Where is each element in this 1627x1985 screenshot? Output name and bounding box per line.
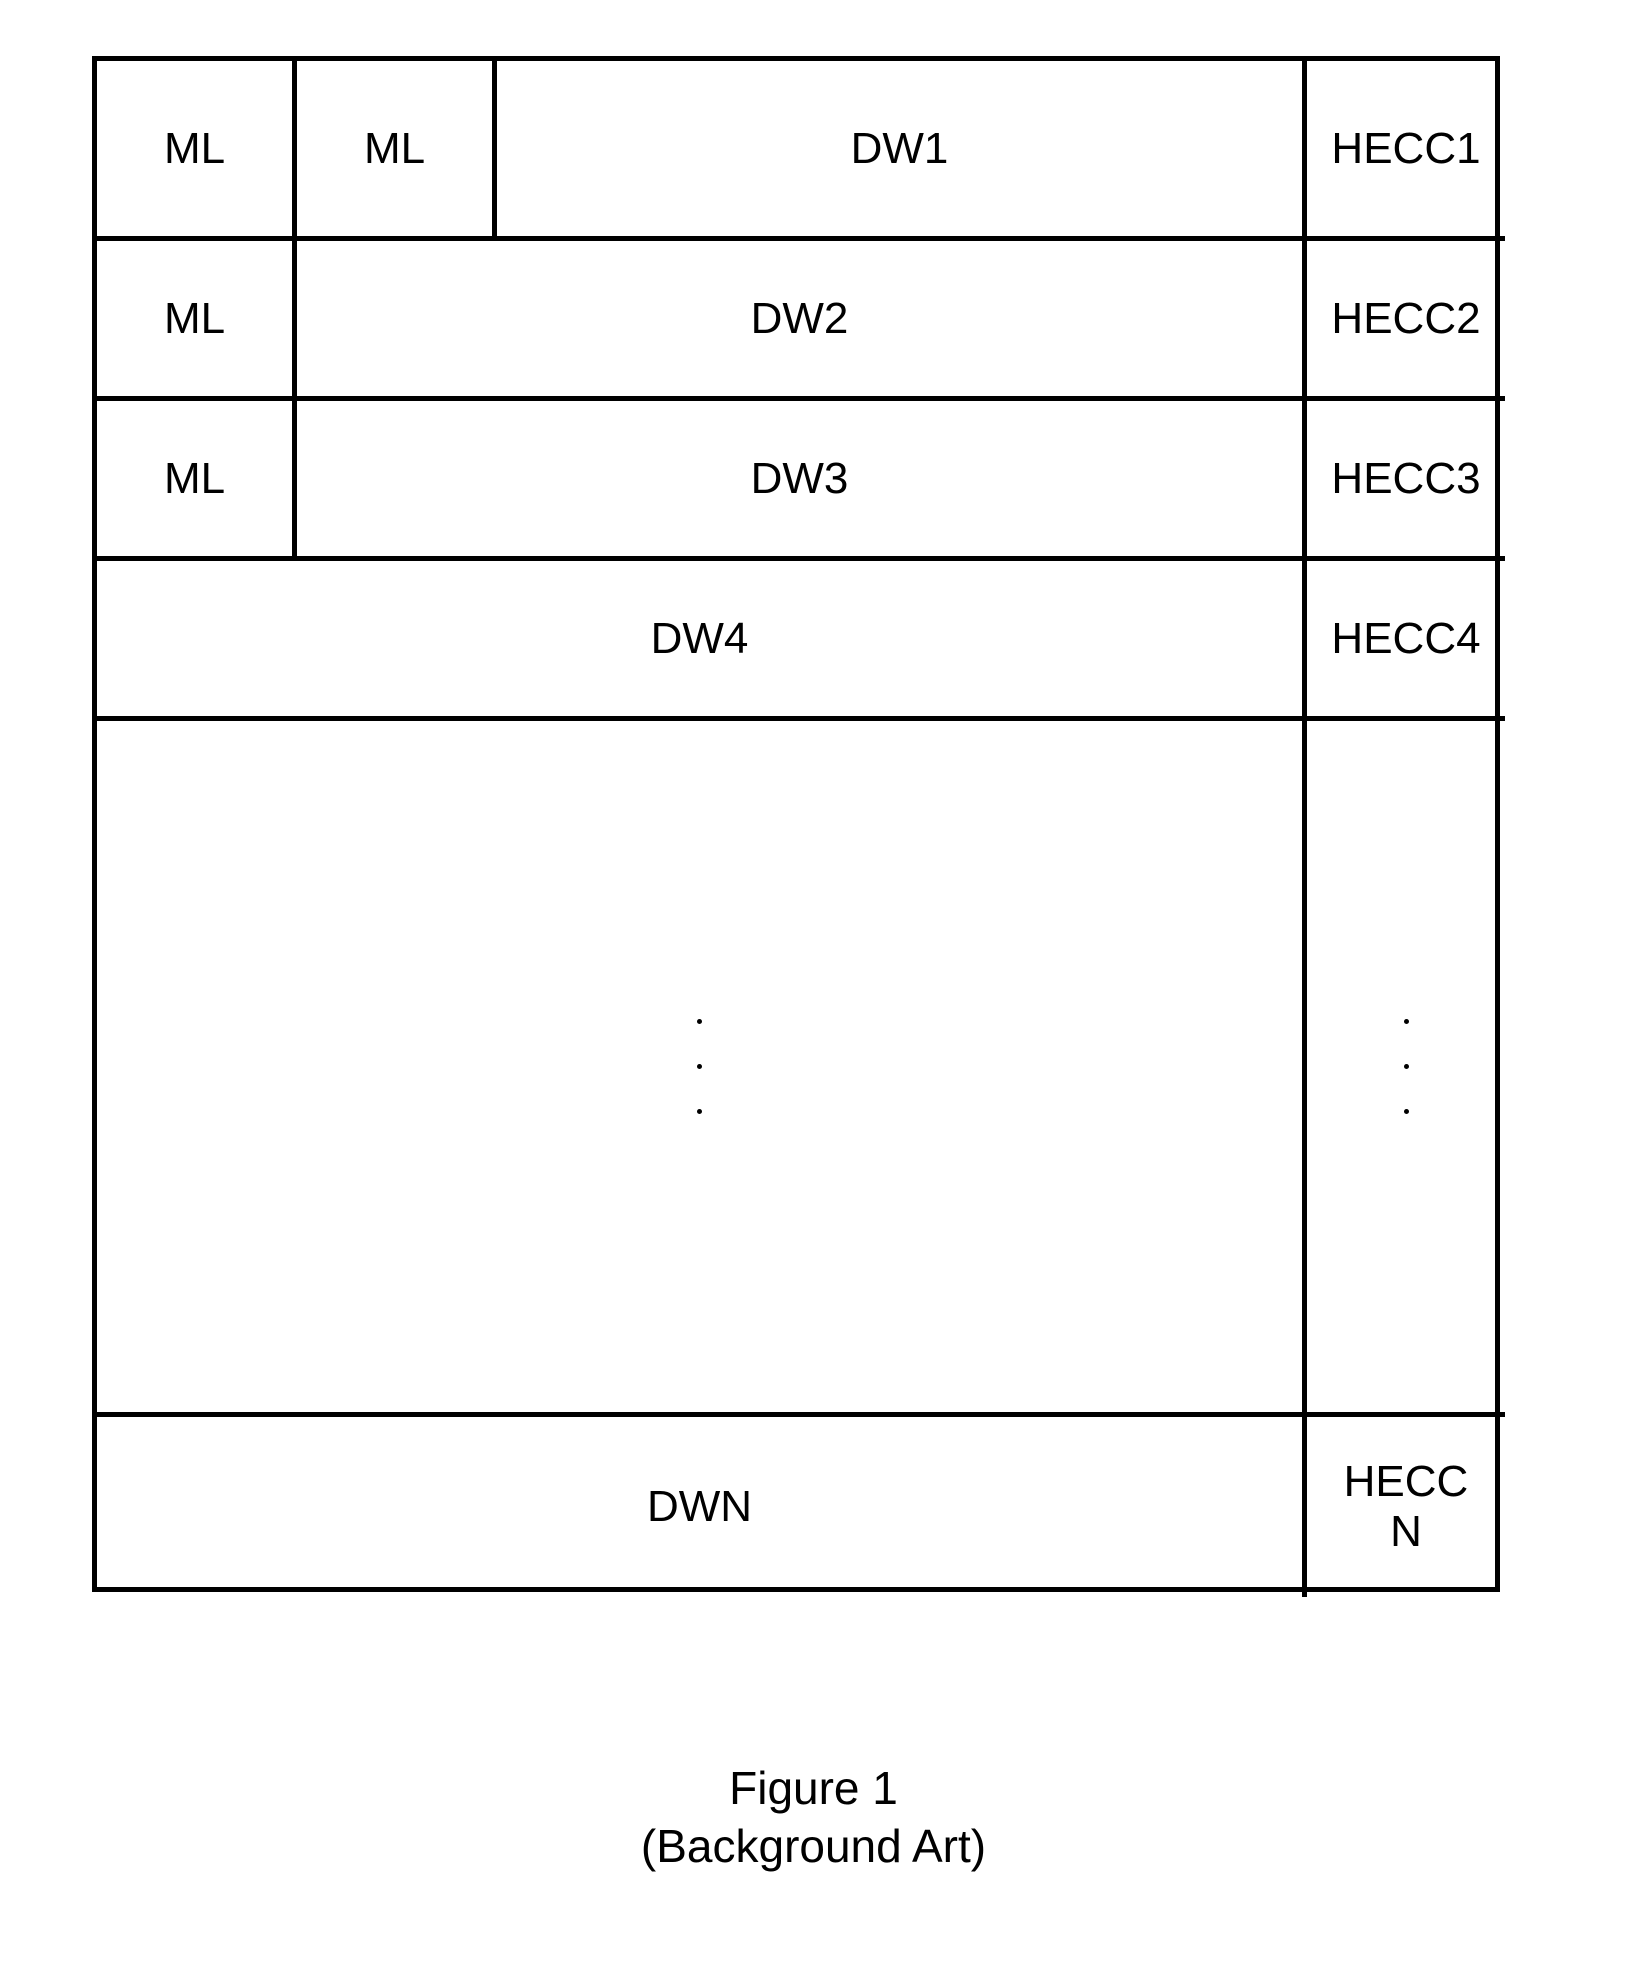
table-cell: DW4 — [97, 561, 1307, 721]
figure-caption: Figure 1(Background Art) — [0, 1760, 1627, 1875]
cell-text: DW3 — [751, 454, 849, 504]
cell-text: ML — [164, 124, 225, 174]
table-cell: HECC3 — [1307, 401, 1505, 561]
table-cell: DWN — [97, 1417, 1307, 1597]
cell-text: ML — [164, 454, 225, 504]
vertical-ellipsis-icon — [697, 1019, 702, 1114]
cell-text: ML — [164, 294, 225, 344]
table-cell: HECC4 — [1307, 561, 1505, 721]
cell-text: HECC1 — [1331, 124, 1480, 174]
table-cell: DW2 — [297, 241, 1307, 401]
cell-text: DW1 — [851, 124, 949, 174]
cell-text: DWN — [647, 1482, 752, 1532]
table-cell: ML — [297, 61, 497, 241]
cell-text: DW4 — [651, 614, 749, 664]
memory-layout-table: ML ML DW1 HECC1 ML DW2 HECC2 ML DW3 HECC3 DW4 HECC4… — [92, 56, 1500, 1592]
table-cell: ML — [97, 401, 297, 561]
cell-text: ML — [364, 124, 425, 174]
table-cell: HECC N — [1307, 1417, 1505, 1597]
cell-text: DW2 — [751, 294, 849, 344]
caption-line-1: Figure 1 — [0, 1760, 1627, 1818]
table-cell: HECC2 — [1307, 241, 1505, 401]
cell-text: HECC N — [1344, 1457, 1469, 1557]
cell-text: HECC4 — [1331, 614, 1480, 664]
table-cell: ML — [97, 241, 297, 401]
table-cell: ML — [97, 61, 297, 241]
table-cell — [1307, 721, 1505, 1417]
caption-line-2: (Background Art) — [0, 1818, 1627, 1876]
table-cell: DW3 — [297, 401, 1307, 561]
vertical-ellipsis-icon — [1404, 1019, 1409, 1114]
cell-text: HECC3 — [1331, 454, 1480, 504]
cell-text: HECC2 — [1331, 294, 1480, 344]
table-cell: DW1 — [497, 61, 1307, 241]
table-cell: HECC1 — [1307, 61, 1505, 241]
table-cell — [97, 721, 1307, 1417]
